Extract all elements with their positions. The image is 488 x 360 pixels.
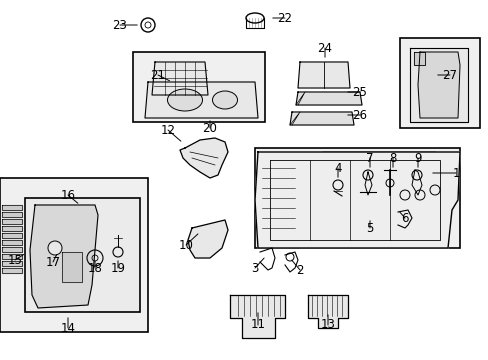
Polygon shape xyxy=(152,62,207,95)
Polygon shape xyxy=(2,212,22,217)
Polygon shape xyxy=(180,138,227,178)
Text: 7: 7 xyxy=(366,152,373,165)
Text: 17: 17 xyxy=(45,256,61,269)
Text: 9: 9 xyxy=(413,152,421,165)
Polygon shape xyxy=(2,233,22,238)
Text: 14: 14 xyxy=(61,321,75,334)
Polygon shape xyxy=(229,295,285,338)
Text: 20: 20 xyxy=(202,122,217,135)
Polygon shape xyxy=(187,220,227,258)
Polygon shape xyxy=(2,219,22,224)
Text: 27: 27 xyxy=(442,68,457,81)
Text: 3: 3 xyxy=(251,261,258,274)
Polygon shape xyxy=(289,112,353,125)
Polygon shape xyxy=(295,92,361,105)
Text: 10: 10 xyxy=(178,239,193,252)
Bar xyxy=(323,152,434,198)
Polygon shape xyxy=(2,240,22,245)
Text: 26: 26 xyxy=(352,108,367,122)
Bar xyxy=(0,178,148,332)
Text: 23: 23 xyxy=(112,18,127,32)
Text: 2: 2 xyxy=(296,264,303,276)
Text: 25: 25 xyxy=(352,86,366,99)
Text: 1: 1 xyxy=(451,166,459,180)
Bar xyxy=(254,148,459,248)
Ellipse shape xyxy=(167,89,202,111)
Text: 24: 24 xyxy=(317,41,332,54)
Polygon shape xyxy=(30,205,98,308)
Polygon shape xyxy=(2,254,22,259)
Polygon shape xyxy=(2,268,22,273)
Bar xyxy=(25,198,140,312)
Polygon shape xyxy=(2,226,22,231)
Circle shape xyxy=(48,241,62,255)
Text: 13: 13 xyxy=(320,319,335,332)
Polygon shape xyxy=(2,205,22,210)
Polygon shape xyxy=(62,252,82,282)
Polygon shape xyxy=(409,48,467,122)
Text: 16: 16 xyxy=(61,189,75,202)
Polygon shape xyxy=(145,82,258,118)
Bar xyxy=(399,38,479,128)
Text: 12: 12 xyxy=(160,123,175,136)
Polygon shape xyxy=(417,52,459,118)
Text: 21: 21 xyxy=(150,68,165,81)
Text: 8: 8 xyxy=(388,152,396,165)
Text: 4: 4 xyxy=(334,162,341,175)
Text: 22: 22 xyxy=(277,12,292,24)
Polygon shape xyxy=(297,62,349,88)
Text: 19: 19 xyxy=(110,261,125,274)
Polygon shape xyxy=(2,261,22,266)
Polygon shape xyxy=(307,295,347,328)
Text: 15: 15 xyxy=(7,253,22,266)
Text: 18: 18 xyxy=(87,261,102,274)
Ellipse shape xyxy=(212,91,237,109)
Text: 5: 5 xyxy=(366,221,373,234)
Polygon shape xyxy=(2,247,22,252)
Polygon shape xyxy=(254,152,459,248)
Bar xyxy=(133,52,264,122)
Text: 11: 11 xyxy=(250,319,265,332)
Polygon shape xyxy=(413,52,424,65)
Text: 6: 6 xyxy=(401,212,408,225)
